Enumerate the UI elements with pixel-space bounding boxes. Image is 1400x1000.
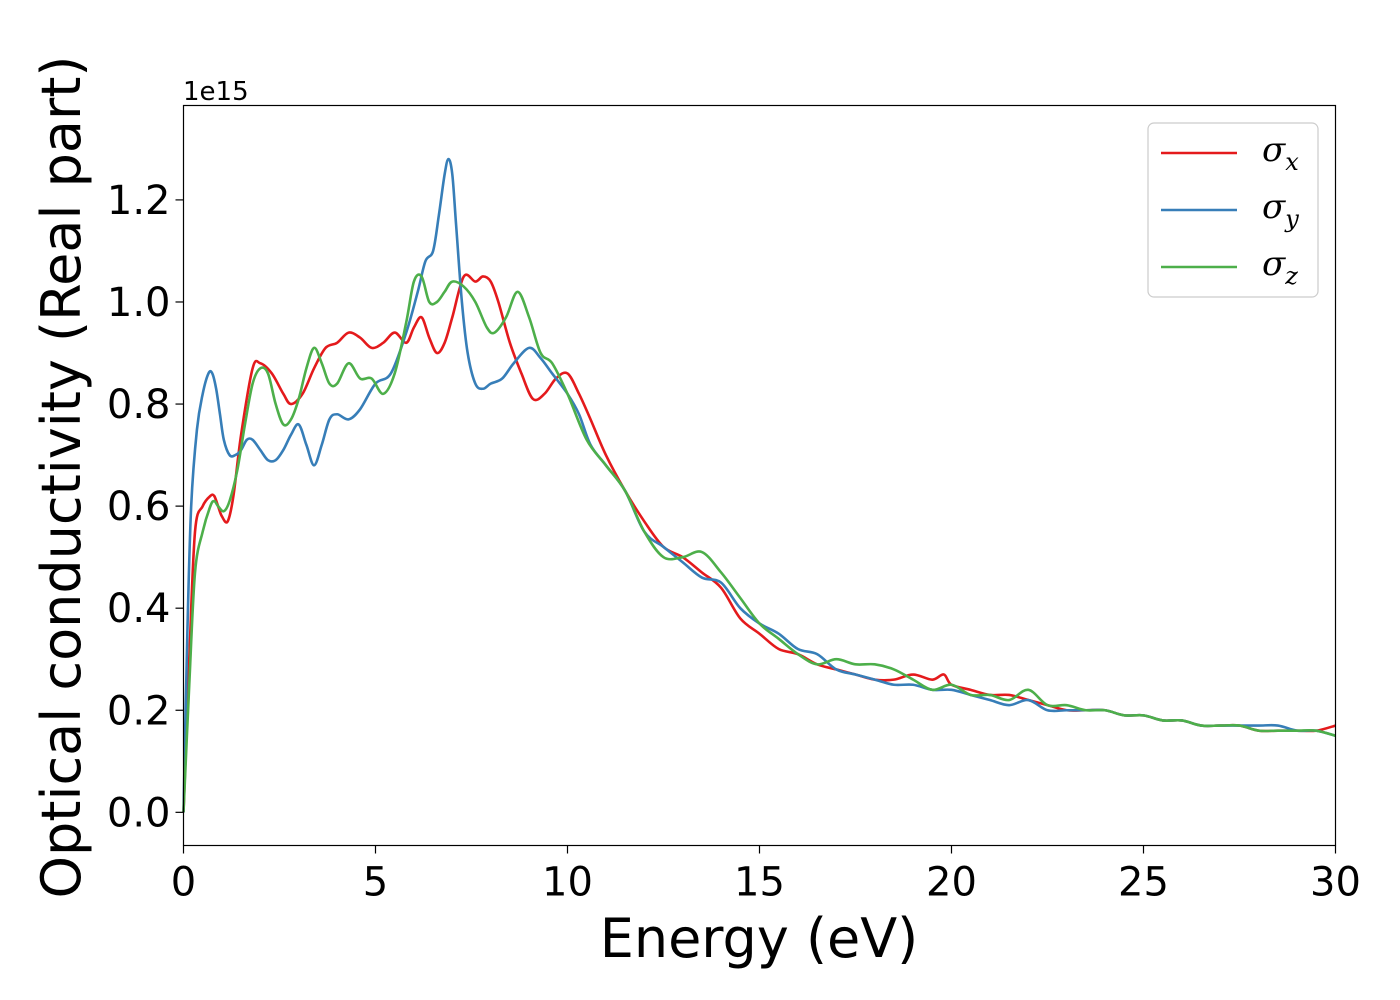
y-tick-label: 0.0 (107, 790, 171, 836)
y-tick-label: 0.6 (107, 484, 171, 530)
legend-label-y: σy (1262, 187, 1299, 233)
x-axis-label: Energy (eV) (600, 907, 919, 970)
x-tick-label: 5 (363, 860, 388, 906)
y-offset-label: 1e15 (183, 77, 249, 107)
y-axis: 0.0 0.2 0.4 0.6 0.8 1.0 1.2 (107, 178, 184, 836)
y-tick-label: 0.4 (107, 586, 171, 632)
x-tick-label: 20 (926, 860, 977, 906)
legend-label-z: σz (1262, 244, 1298, 290)
y-tick-label: 0.2 (107, 688, 171, 734)
series-line-y (182, 157, 1336, 813)
legend-label-x: σx (1262, 130, 1299, 176)
y-tick-label: 0.8 (107, 382, 171, 428)
y-tick-label: 1.2 (107, 178, 171, 224)
legend: σx σy σz (1147, 122, 1319, 298)
x-tick-label: 30 (1310, 860, 1361, 906)
series-layer (182, 157, 1336, 813)
x-tick-label: 0 (171, 860, 196, 906)
x-tick-label: 25 (1118, 860, 1169, 906)
y-axis-label: Optical conductivity (Real part) (30, 56, 93, 899)
x-axis: 0 5 10 15 20 25 30 (171, 845, 1361, 906)
series-line-z (182, 273, 1336, 813)
x-tick-label: 10 (542, 860, 593, 906)
y-tick-label: 1.0 (107, 280, 171, 326)
x-tick-label: 15 (734, 860, 785, 906)
